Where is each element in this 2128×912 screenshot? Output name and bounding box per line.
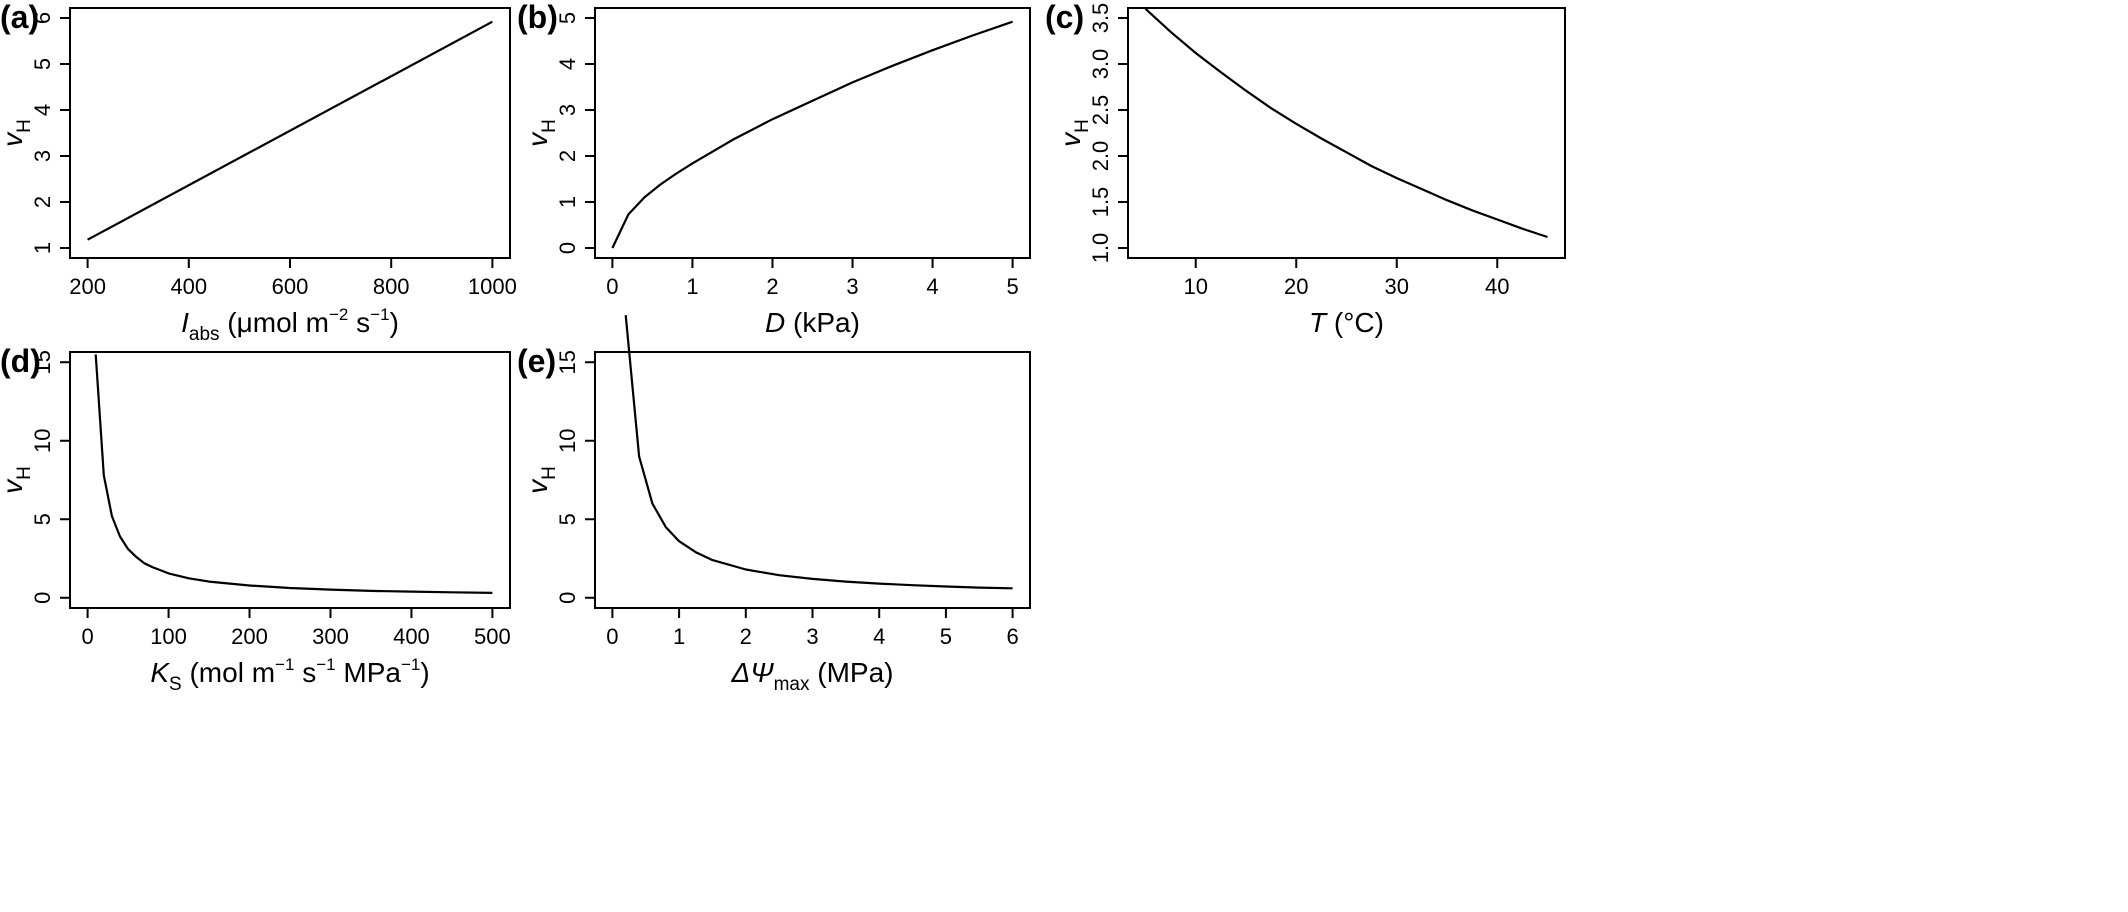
y-tick-label: 5 <box>30 58 55 70</box>
y-tick-label: 3.5 <box>1088 3 1113 34</box>
y-tick-label: 10 <box>555 429 580 453</box>
series-line <box>94 354 493 594</box>
plot-frame <box>594 351 1031 609</box>
plot-frame <box>1127 7 1566 259</box>
y-axis-title: vH <box>1055 119 1093 147</box>
x-tick-label: 400 <box>170 274 207 299</box>
x-tick-label: 30 <box>1385 274 1409 299</box>
x-axis-title: T (°C) <box>1309 307 1384 338</box>
x-tick-label: 1000 <box>468 274 517 299</box>
y-tick-label: 4 <box>555 58 580 70</box>
y-tick-label: 15 <box>30 350 55 374</box>
x-tick-label: 0 <box>606 274 618 299</box>
x-tick-label: 300 <box>312 624 349 649</box>
y-tick-label: 15 <box>555 350 580 374</box>
x-axis-title: Iabs (μmol m−2 s−1) <box>181 305 399 345</box>
y-tick-label: 5 <box>30 513 55 525</box>
x-tick-label: 200 <box>69 274 106 299</box>
x-tick-label: 5 <box>940 624 952 649</box>
x-axis-title: KS (mol m−1 s−1 MPa−1) <box>150 655 429 695</box>
panel-a: 200 400 600 800 1000 1 2 3 4 5 6(a) Iabs (μmol m−2 … <box>0 0 517 345</box>
y-tick-label: 0 <box>555 592 580 604</box>
panel-label: (c) <box>1045 0 1084 35</box>
plot-frame <box>594 7 1031 259</box>
panel-label: (a) <box>0 0 39 35</box>
plot-frame <box>69 351 511 609</box>
x-tick-label: 5 <box>1006 274 1018 299</box>
x-tick-label: 6 <box>1006 624 1018 649</box>
x-tick-label: 2 <box>766 274 778 299</box>
y-tick-label: 2.0 <box>1088 141 1113 172</box>
y-tick-label: 3 <box>555 104 580 116</box>
x-tick-label: 1 <box>686 274 698 299</box>
y-axis-title: vH <box>522 466 560 494</box>
y-tick-label: 1.5 <box>1088 187 1113 218</box>
panel-e: 0 1 2 3 4 5 6 0 5 10 15(e) ΔΨmax (MPa) vH <box>517 314 1031 695</box>
x-tick-label: 4 <box>926 274 938 299</box>
x-tick-label: 600 <box>272 274 309 299</box>
x-tick-label: 400 <box>393 624 430 649</box>
y-tick-label: 1.0 <box>1088 233 1113 264</box>
panel-label: (e) <box>517 343 556 379</box>
x-tick-label: 4 <box>873 624 885 649</box>
panel-c: 10 20 30 40 1.0 1.5 2.0 2.5 3.0 3.5(c) T (°C) vH <box>1045 0 1566 338</box>
x-tick-label: 3 <box>806 624 818 649</box>
plot-frame <box>69 7 511 259</box>
x-tick-label: 200 <box>231 624 268 649</box>
y-tick-label: 2 <box>30 196 55 208</box>
panel-d: 0 100 200 300 400 500 0 5 10 15(d) KS (mol m−1 s−1… <box>0 343 511 695</box>
y-axis-title: vH <box>0 466 35 494</box>
y-tick-label: 6 <box>30 12 55 24</box>
panel-label: (b) <box>517 0 558 35</box>
y-tick-label: 1 <box>555 196 580 208</box>
x-tick-label: 800 <box>373 274 410 299</box>
x-tick-label: 0 <box>81 624 93 649</box>
y-tick-label: 2.5 <box>1088 95 1113 126</box>
y-tick-label: 2 <box>555 150 580 162</box>
y-axis-title: vH <box>522 119 560 147</box>
y-tick-label: 4 <box>30 104 55 116</box>
x-tick-label: 40 <box>1485 274 1509 299</box>
series-line <box>611 20 1013 249</box>
x-tick-label: 10 <box>1183 274 1207 299</box>
x-tick-label: 3 <box>846 274 858 299</box>
panel-label: (d) <box>0 343 41 379</box>
y-tick-label: 10 <box>30 429 55 453</box>
y-axis-title: vH <box>0 119 35 147</box>
y-tick-label: 3 <box>30 150 55 162</box>
y-tick-label: 5 <box>555 513 580 525</box>
y-tick-label: 0 <box>30 592 55 604</box>
series-line <box>624 314 1013 590</box>
y-tick-label: 0 <box>555 242 580 254</box>
y-tick-label: 1 <box>30 242 55 254</box>
y-tick-label: 5 <box>555 12 580 24</box>
x-tick-label: 0 <box>606 624 618 649</box>
series-line <box>1144 7 1548 239</box>
x-tick-label: 500 <box>474 624 511 649</box>
x-tick-label: 20 <box>1284 274 1308 299</box>
y-tick-label: 3.0 <box>1088 49 1113 80</box>
x-tick-label: 1 <box>673 624 685 649</box>
x-tick-label: 100 <box>150 624 187 649</box>
x-tick-label: 2 <box>740 624 752 649</box>
series-line <box>87 20 493 241</box>
x-axis-title: D (kPa) <box>765 307 860 338</box>
x-axis-title: ΔΨmax (MPa) <box>731 657 894 695</box>
